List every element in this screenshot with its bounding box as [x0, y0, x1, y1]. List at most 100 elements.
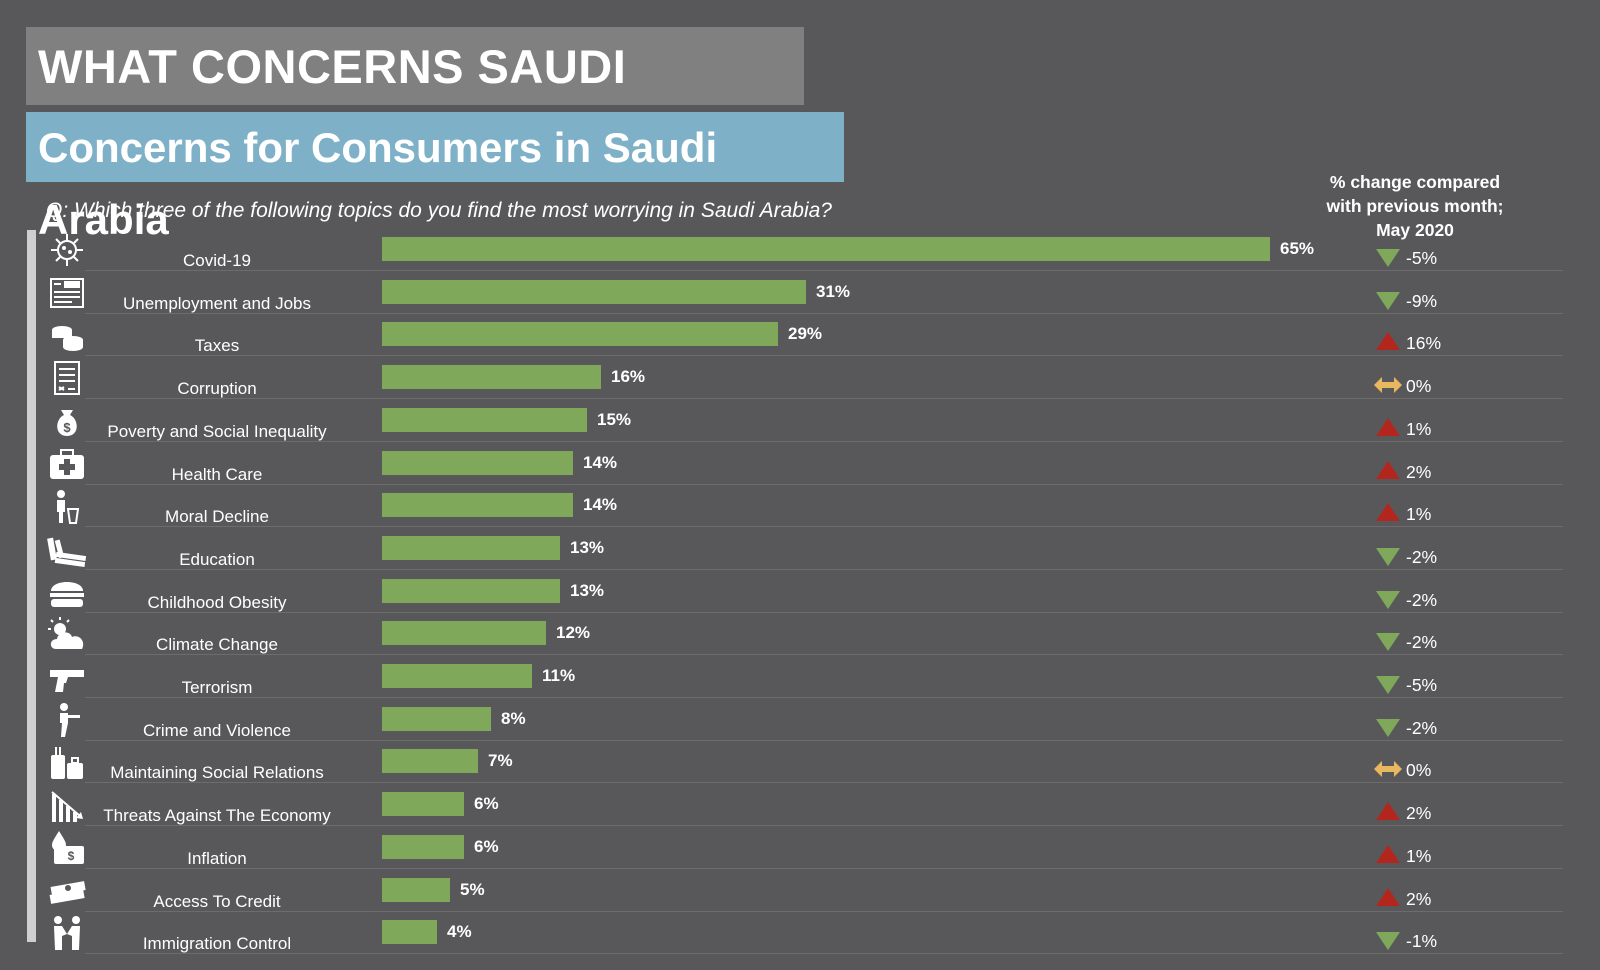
- arrow-up-icon: [1372, 501, 1404, 525]
- arrow-down-icon: [1372, 587, 1404, 611]
- bar: [382, 834, 464, 859]
- category-label: Poverty and Social Inequality: [107, 421, 327, 441]
- change-label: 2%: [1406, 803, 1432, 824]
- document-icon: [46, 359, 88, 397]
- category-label: Health Care: [171, 464, 263, 484]
- row-divider: [85, 953, 1563, 955]
- handshake-icon: [46, 914, 88, 952]
- bar: [382, 322, 778, 347]
- money-bag-icon: $: [46, 402, 88, 440]
- data-label: 5%: [460, 879, 485, 899]
- arrow-down-icon: [1372, 544, 1404, 568]
- svg-text:$: $: [63, 420, 71, 435]
- arrow-down-icon: [1372, 715, 1404, 739]
- arrow-up-icon: [1372, 330, 1404, 354]
- chart-row: Maintaining Social Relations 7% 0%: [0, 741, 1600, 784]
- row-divider: [85, 568, 1563, 570]
- books-icon: [46, 530, 88, 568]
- arrow-up-icon: [1372, 843, 1404, 867]
- bar: [382, 365, 601, 390]
- gun-icon: [46, 658, 88, 696]
- change-label: 2%: [1406, 888, 1432, 909]
- row-divider: [85, 312, 1563, 314]
- coins-icon: [46, 316, 88, 354]
- row-divider: [85, 611, 1563, 613]
- category-label: Terrorism: [181, 678, 253, 697]
- bar: [382, 407, 587, 432]
- data-label: 6%: [474, 836, 499, 856]
- category-label: Corruption: [177, 379, 257, 399]
- data-label: 4%: [447, 922, 472, 942]
- falling-chart-icon: [46, 786, 88, 824]
- data-label: 16%: [611, 367, 646, 387]
- data-label: 11%: [542, 666, 576, 685]
- row-divider: [85, 825, 1563, 827]
- change-label: -2%: [1406, 632, 1438, 653]
- change-label: -9%: [1406, 290, 1438, 311]
- chart-row: Corruption 16% 0%: [0, 357, 1600, 400]
- bar: [382, 920, 437, 945]
- data-label: 15%: [597, 409, 632, 429]
- bar: [382, 792, 464, 817]
- category-label: Climate Change: [156, 635, 278, 655]
- change-label: 2%: [1406, 461, 1432, 482]
- arrow-up-icon: [1372, 886, 1404, 910]
- change-header-line-3: May 2020: [1376, 220, 1454, 240]
- arrow-down-icon: [1372, 288, 1404, 312]
- category-label: Childhood Obesity: [147, 592, 287, 612]
- category-label: Maintaining Social Relations: [110, 763, 324, 783]
- newspaper-jobs-icon: [46, 274, 88, 312]
- double-arrow-icon: [1372, 757, 1404, 781]
- svg-text:$: $: [68, 849, 75, 863]
- chart-row: Covid-19 65% -5%: [0, 229, 1600, 271]
- chart-row: $ Inflation 6% 1%: [0, 827, 1600, 869]
- chart-row: Access To Credit 5% 2%: [0, 870, 1600, 912]
- row-divider: [85, 782, 1563, 784]
- data-label: 14%: [583, 495, 618, 515]
- arrow-down-icon: [1372, 245, 1404, 269]
- row-divider: [85, 440, 1563, 442]
- category-label: Crime and Violence: [142, 720, 292, 740]
- row-divider: [85, 398, 1563, 400]
- arrow-down-icon: [1372, 928, 1404, 952]
- bar: [382, 535, 560, 560]
- change-label: -1%: [1406, 931, 1438, 952]
- bar: [382, 450, 573, 475]
- change-label: -5%: [1406, 248, 1438, 268]
- bar: [382, 706, 491, 731]
- row-divider: [85, 654, 1563, 656]
- category-label: Unemployment and Jobs: [122, 293, 312, 313]
- data-label: 13%: [570, 537, 605, 557]
- category-label: Threats Against The Economy: [103, 806, 331, 826]
- chart-subtitle: Concerns for Consumers in Saudi Arabia: [26, 112, 844, 243]
- category-label: Covid-19: [182, 251, 252, 270]
- data-label: 14%: [583, 452, 618, 472]
- category-label: Immigration Control: [142, 934, 292, 954]
- chart-row: Climate Change 12% -2%: [0, 613, 1600, 656]
- change-label: 16%: [1406, 333, 1442, 354]
- person-with-gun-icon: [46, 701, 88, 739]
- survey-question: Q: Which three of the following topics d…: [46, 199, 832, 222]
- chart-row: Terrorism 11% -5%: [0, 656, 1600, 698]
- bar: [382, 877, 450, 902]
- bar: [382, 237, 1270, 261]
- change-column-header: % change compared with previous month; M…: [1300, 170, 1530, 242]
- row-divider: [85, 355, 1563, 357]
- double-arrow-icon: [1372, 373, 1404, 397]
- chart-row: Unemployment and Jobs 31% -9%: [0, 272, 1600, 314]
- person-icon: [46, 487, 88, 525]
- category-label: Taxes: [194, 336, 240, 356]
- chart-row: Crime and Violence 8% -2%: [0, 699, 1600, 741]
- chart-row: Immigration Control 4% -1%: [0, 912, 1600, 955]
- virus-icon: [46, 231, 88, 269]
- data-label: 31%: [816, 281, 851, 301]
- row-divider: [85, 697, 1563, 698]
- change-label: -5%: [1406, 675, 1438, 695]
- row-divider: [85, 867, 1563, 869]
- row-divider: [85, 270, 1563, 271]
- arrow-up-icon: [1372, 800, 1404, 824]
- data-label: 7%: [488, 751, 513, 771]
- row-divider: [85, 526, 1563, 528]
- category-label: Education: [179, 549, 255, 569]
